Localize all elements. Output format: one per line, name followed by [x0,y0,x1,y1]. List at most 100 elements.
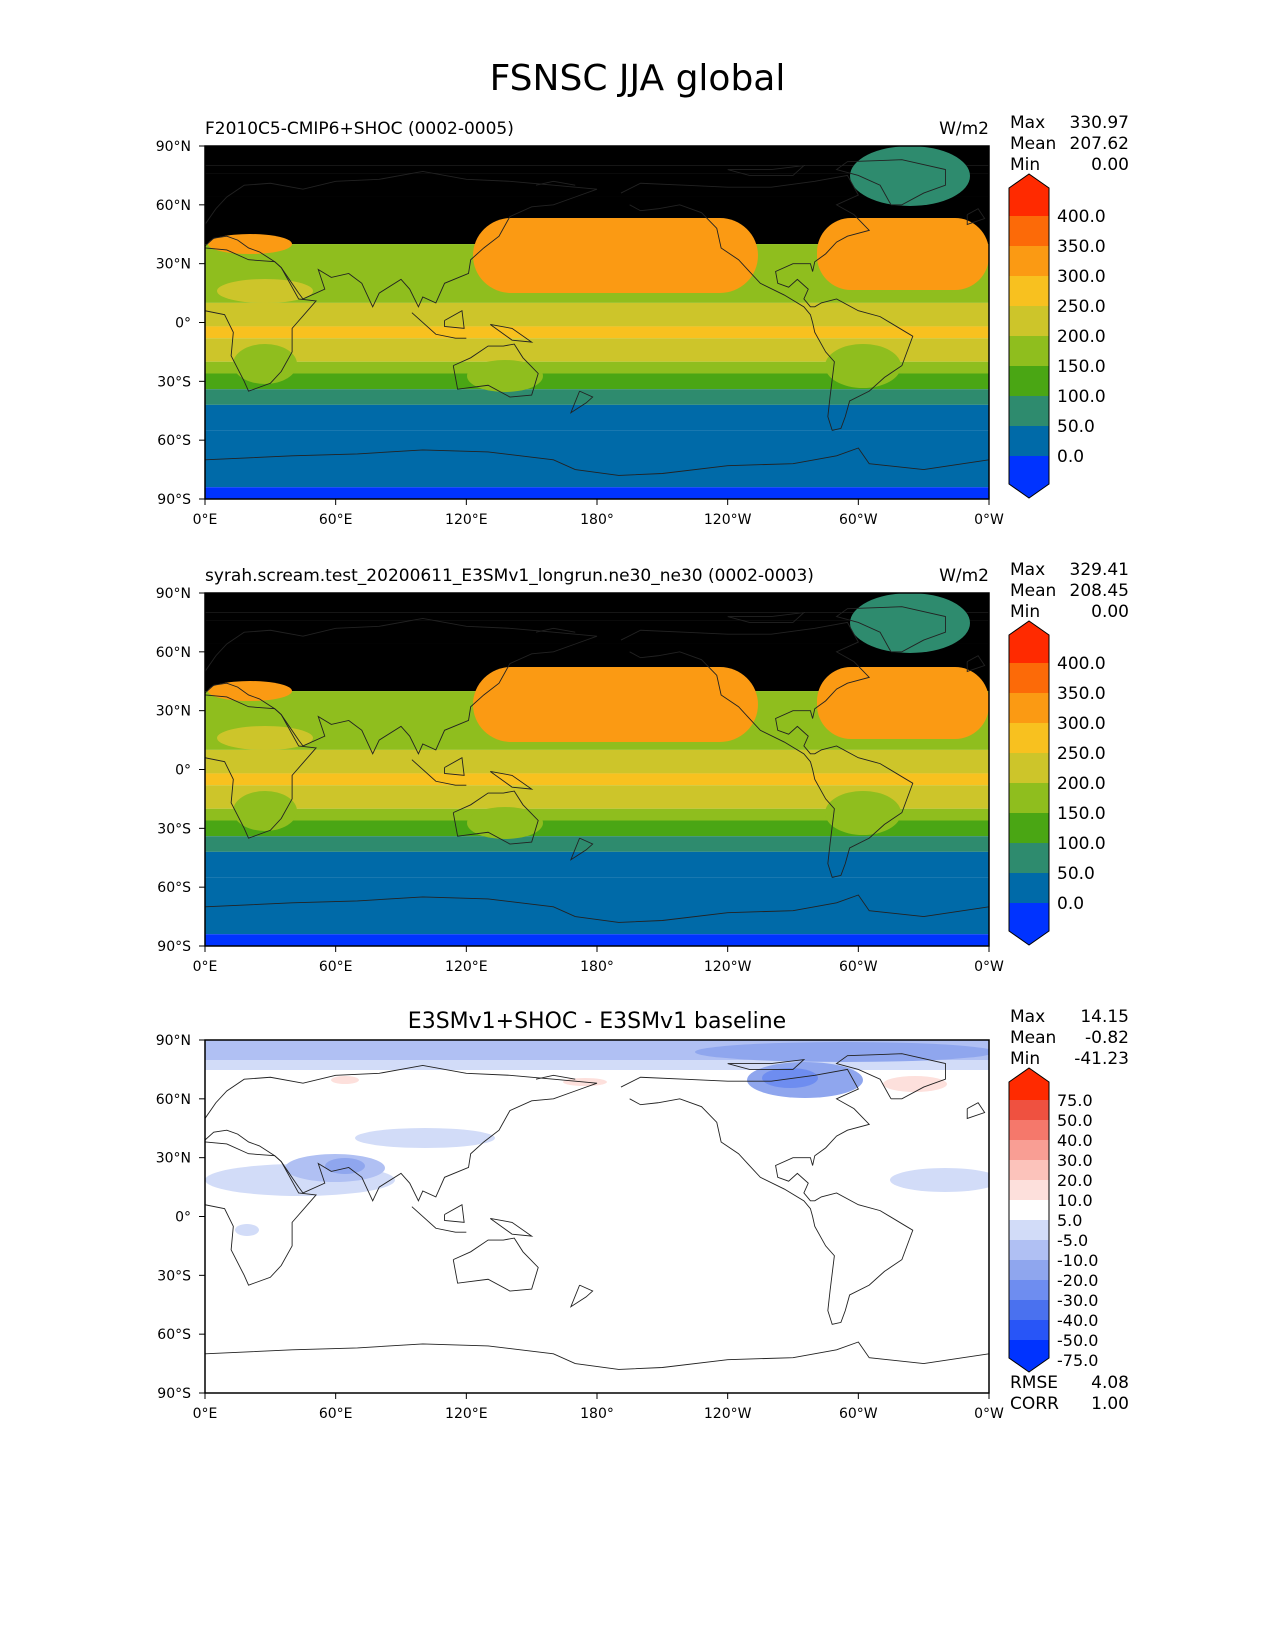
coastline-7 [620,174,914,431]
stat-value: 0.00 [1091,155,1129,175]
panel-1-y-axis: 90°N 60°N 30°N 0° 30°S 60°S 90°S [156,139,205,508]
panel-3-title: E3SMv1+SHOC - E3SMv1 baseline [408,1009,786,1034]
coastline-4 [411,1206,467,1233]
colorbar-swatch [1009,336,1049,367]
band-7 [205,338,989,362]
coastline-3 [569,1284,594,1308]
coastline-10 [966,208,986,226]
panel-2-north-atlantic-high [817,667,989,739]
panel-1-colorbar: 400.0 350.0 300.0 250.0 200.0 150.0 100.0 50.0 0… [1008,173,1106,499]
coastline-3 [569,837,594,861]
colorbar-label: 0.0 [1057,447,1084,467]
y-tick-label: 60°N [156,198,191,214]
stat-value: 0.00 [1091,602,1129,622]
band-1 [205,165,989,174]
panel-3-x-axis: 0°E 60°E 120°E 180° 120°W 60°W 0°W [193,1393,1004,1422]
coastline-10 [966,1102,986,1120]
colorbar-swatch [1009,663,1049,694]
x-tick-label: 60°W [839,1406,878,1422]
colorbar-swatch [1009,1220,1049,1241]
figure-title: FSNSC JJA global [489,58,786,99]
panel-2-stats: Max 329.41 Mean 208.45 Min 0.00 [1010,560,1129,622]
y-tick-label: 0° [175,316,191,332]
colorbar-label: -50.0 [1057,1331,1098,1350]
panel-3-stats: Max 14.15 Mean -0.82 Min -41.23 [1010,1007,1129,1069]
colorbar-label: 0.0 [1057,894,1084,914]
panel-2-sahel-patch [217,726,313,750]
x-tick-label: 180° [580,959,614,975]
x-tick-label: 120°E [445,1406,488,1422]
colorbar-label: -75.0 [1057,1351,1098,1370]
y-tick-label: 60°S [157,1327,191,1343]
coastline-5 [444,757,465,776]
coastline-4 [411,759,467,786]
coastline-11 [535,180,576,186]
colorbar-label: 50.0 [1057,1111,1093,1130]
colorbar-label: 400.0 [1057,654,1106,674]
metric-label: CORR [1010,1394,1059,1414]
coastline-11 [535,627,576,633]
coastline-9 [205,1341,989,1370]
colorbar-extend-top [1009,621,1049,663]
panel-1: F2010C5-CMIP6+SHOC (0002-0005) W/m2 90°N… [156,113,1129,528]
coastline-1 [205,694,317,839]
colorbar-label: -10.0 [1057,1251,1098,1270]
panel-1-title: F2010C5-CMIP6+SHOC (0002-0005) [205,119,514,139]
colorbar-label: 10.0 [1057,1191,1093,1210]
colorbar-label: 150.0 [1057,357,1106,377]
panel-3-map [205,1040,989,1393]
x-tick-label: 60°E [319,1406,353,1422]
stat-label: Min [1010,1049,1040,1069]
panel-3-y-axis: 90°N 60°N 30°N 0° 30°S 60°S 90°S [156,1033,205,1402]
coastline-12 [727,1058,806,1070]
colorbar-swatch [1009,813,1049,844]
panel-3-coastlines [205,1053,989,1370]
panel-3-europe-pos [331,1076,359,1084]
band-2 [205,173,989,197]
colorbar-label: 400.0 [1057,207,1106,227]
band-9 [205,373,989,390]
x-tick-label: 120°E [445,959,488,975]
colorbar-extend-bottom [1009,456,1049,498]
coastline-9 [205,447,989,476]
colorbar-label: 100.0 [1057,387,1106,407]
colorbar-label: -40.0 [1057,1311,1098,1330]
coastline-12 [727,164,806,176]
band-10 [205,836,989,852]
panel-3-colorbar: 75.050.040.030.020.010.05.0-5.0-10.0-20.… [1008,1067,1098,1373]
panel-3-africa-neg [235,1224,259,1236]
y-tick-label: 30°N [156,257,191,273]
colorbar-label: -30.0 [1057,1291,1098,1310]
coastline-7 [620,621,914,878]
x-tick-label: 0°E [193,1406,218,1422]
panel-2-units: W/m2 [939,566,989,586]
panel-1-map [205,146,989,499]
panel-3-canada-neg-dark [762,1068,818,1088]
band-11 [205,851,989,878]
colorbar-swatch [1009,723,1049,754]
x-tick-label: 60°W [839,512,878,528]
colorbar-outline [1008,173,1050,499]
y-tick-label: 60°S [157,880,191,896]
coastline-3 [569,390,594,414]
y-tick-label: 90°S [157,1386,191,1402]
colorbar-swatch [1009,1140,1049,1161]
colorbar-label: 50.0 [1057,417,1095,437]
coastline-5 [444,310,465,329]
band-12 [205,877,989,935]
x-tick-label: 180° [580,512,614,528]
panel-1-coastlines [205,159,989,476]
y-tick-label: 90°N [156,139,191,155]
x-tick-label: 120°W [704,512,752,528]
metric-label: RMSE [1010,1373,1058,1393]
colorbar-swatch [1009,1320,1049,1341]
coastline-0 [205,171,598,308]
panel-2-colorbar: 400.0 350.0 300.0 250.0 200.0 150.0 100.0 50.0 0… [1008,620,1106,946]
colorbar-label: 20.0 [1057,1171,1093,1190]
colorbar-label: 30.0 [1057,1151,1093,1170]
x-tick-label: 0°W [974,512,1004,528]
coastline-1 [205,247,317,392]
colorbar-swatch [1009,366,1049,397]
y-tick-label: 0° [175,763,191,779]
